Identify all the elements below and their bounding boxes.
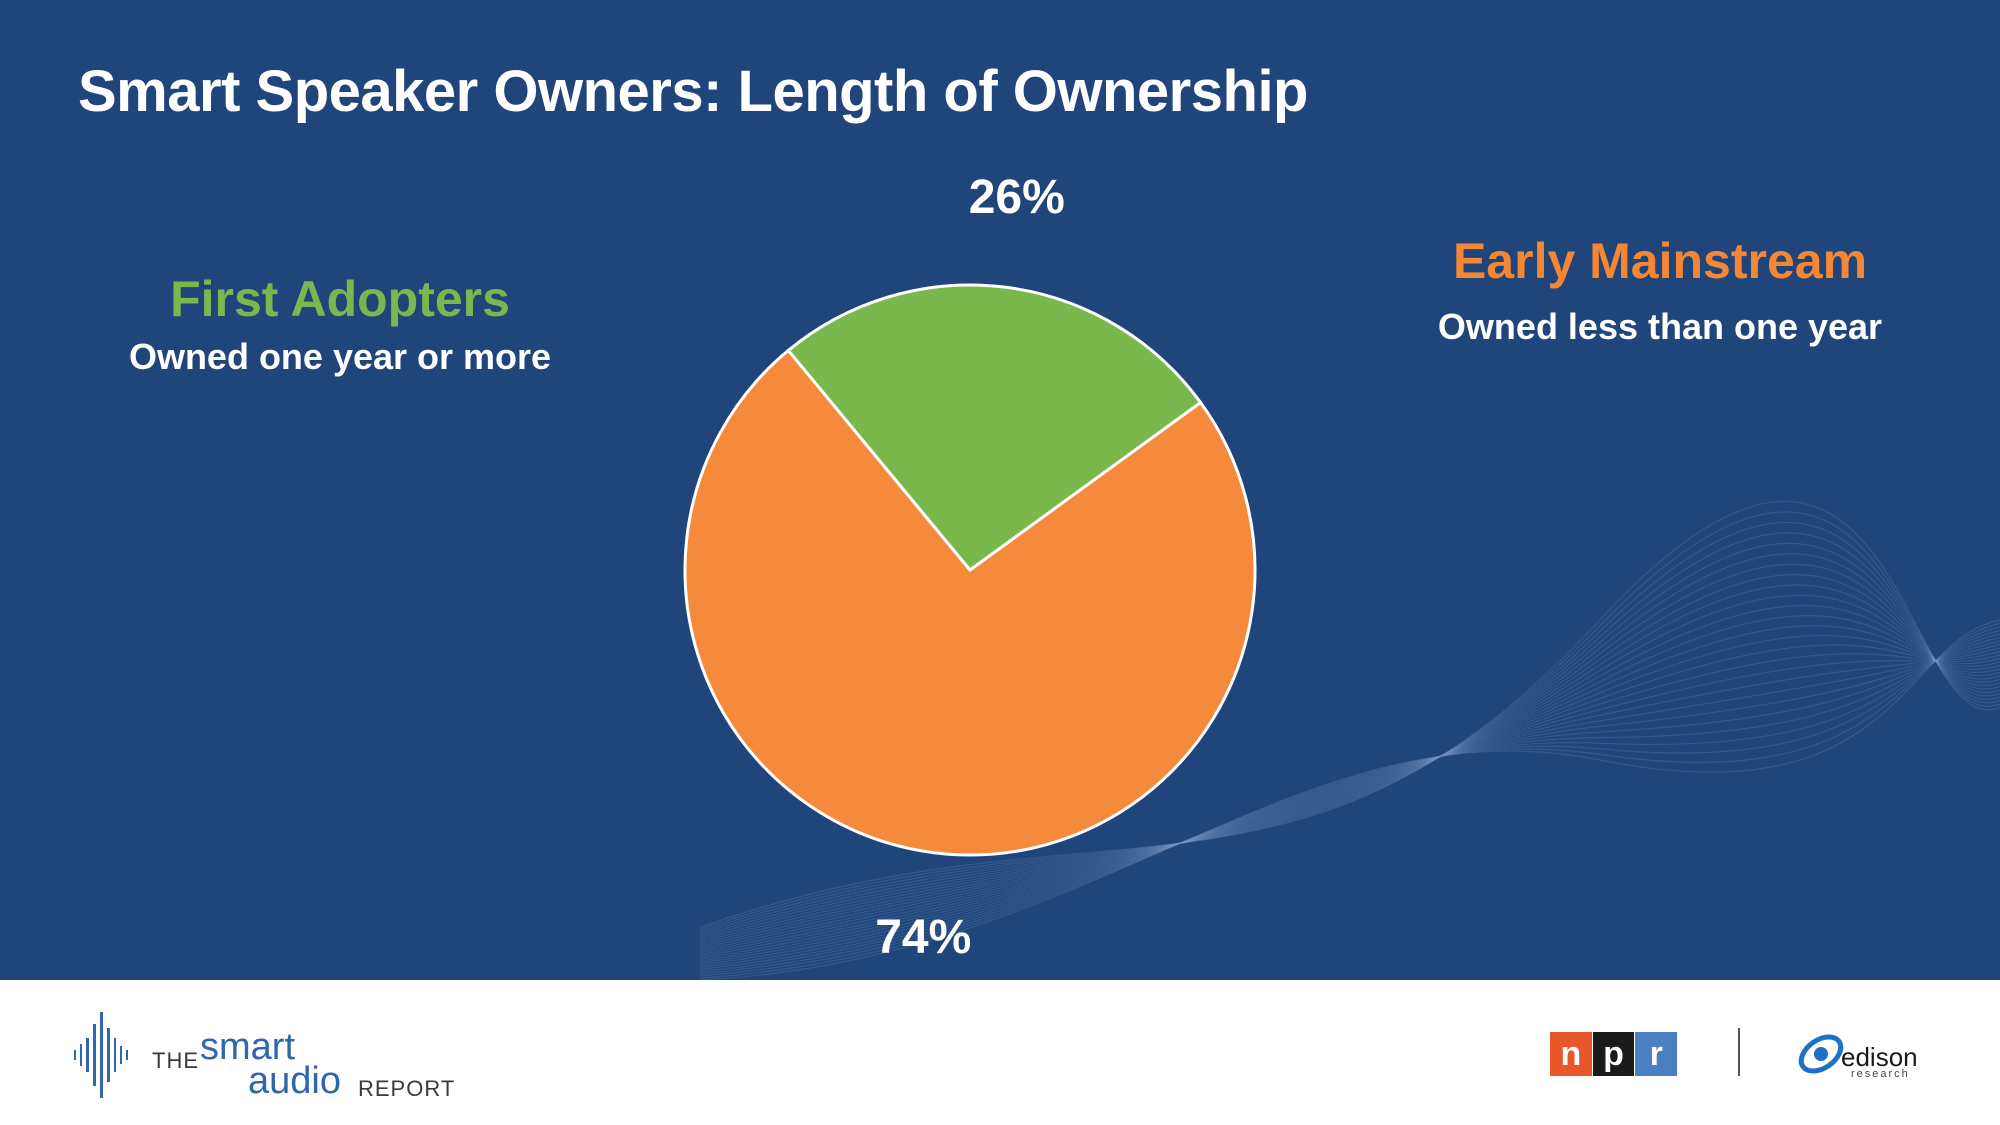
pie-chart (683, 283, 1257, 857)
wave-line (699, 594, 2000, 947)
first-adopters-subtitle: Owned one year or more (128, 336, 552, 377)
wave-line (699, 653, 2000, 960)
wave-line (699, 625, 2000, 954)
edison-orbit-icon (1798, 1034, 1844, 1074)
wave-line (699, 553, 2000, 939)
wave-line (699, 604, 2000, 950)
wave-line (699, 501, 2000, 929)
npr-logo: n p r (1550, 1032, 1678, 1076)
npr-letter-r: r (1635, 1032, 1678, 1076)
page-title: Smart Speaker Owners: Length of Ownershi… (78, 59, 1308, 124)
npr-letter-p: p (1592, 1032, 1635, 1076)
npr-letter-n: n (1550, 1032, 1592, 1076)
wave-line (699, 644, 2000, 958)
wave-line (699, 640, 2000, 968)
early-mainstream-subtitle: Owned less than one year (1437, 306, 1883, 347)
wave-line (699, 636, 2000, 971)
wave-line (699, 615, 2000, 952)
first-adopters-title: First Adopters (170, 271, 510, 327)
wave-line (699, 563, 2000, 941)
pie-label-early-mainstream: 74% (875, 911, 972, 965)
wave-line (699, 511, 2000, 931)
wave-line (699, 542, 2000, 937)
wave-line (699, 584, 2000, 945)
wave-line (699, 532, 2000, 935)
pie-slice-early-mainstream (683, 348, 1257, 857)
edison-research-logo: edison research (1795, 1024, 1935, 1084)
smart-audio-report-logo: THE smart audio REPORT (72, 1010, 472, 1102)
wave-line (699, 643, 2000, 966)
wave-line (699, 522, 2000, 933)
logo-smart-text: smart (200, 1026, 295, 1068)
pie-slice-first-adopters (786, 283, 1203, 573)
wave-line (699, 574, 2000, 943)
edison-name-text: edison (1841, 1042, 1918, 1072)
wave-line (699, 647, 2000, 964)
logo-the-text: THE (152, 1048, 199, 1073)
pie-label-first-adopters: 26% (968, 170, 1065, 224)
wave-line (699, 619, 2000, 980)
wave-line (699, 633, 2000, 973)
wave-line (699, 635, 2000, 956)
early-mainstream-title: Early Mainstream (1452, 233, 1868, 289)
edison-sub-text: research (1851, 1068, 1910, 1080)
wave-line (699, 629, 2000, 975)
wave-line (699, 626, 2000, 977)
logo-report-text: REPORT (358, 1076, 456, 1101)
wave-line (699, 650, 2000, 962)
logo-audio-text: audio (248, 1060, 341, 1102)
logo-divider (1738, 1028, 1740, 1076)
soundwave-icon (74, 1012, 128, 1098)
wave-line (699, 622, 2000, 979)
decorative-waves (699, 501, 2000, 980)
